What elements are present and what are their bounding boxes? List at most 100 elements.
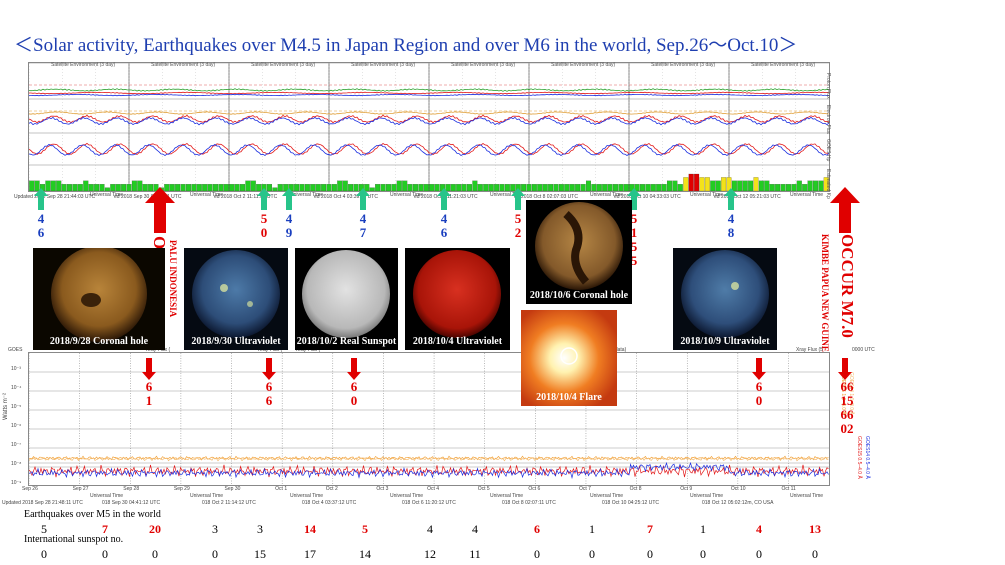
- kp-bar: [218, 184, 224, 191]
- kp-bar: [553, 184, 559, 191]
- xray-flux-panel: [28, 352, 830, 486]
- kp-bar: [677, 184, 683, 191]
- image-caption-2: 2018/9/30 Ultraviolet: [191, 336, 281, 347]
- earthquake-count: 1: [589, 522, 595, 536]
- kp-bar: [34, 180, 40, 191]
- panel-right-label: GOES Hp: [825, 139, 831, 162]
- sunspot-count: 0: [152, 547, 158, 561]
- japan-quake-digit: 6: [37, 225, 45, 240]
- kp-bar: [488, 184, 494, 191]
- kp-bar: [423, 184, 429, 191]
- kp-bar: [672, 180, 678, 191]
- kp-bar: [812, 180, 818, 191]
- kp-bar: [499, 184, 505, 191]
- panel-title: Satellite Environment (3 day): [451, 62, 516, 68]
- japan-quake-digit: 5: [630, 211, 638, 226]
- xray-date-label: Oct 6: [528, 486, 541, 492]
- kp-bar: [612, 184, 618, 191]
- panel-title: Satellite Environment (3 day): [51, 62, 116, 68]
- japan-quake-arrow: [257, 188, 271, 210]
- kp-bar: [575, 184, 581, 191]
- xray-universal-time: Universal Time: [190, 493, 224, 499]
- sunspot-count: 0: [534, 547, 540, 561]
- kp-bar: [569, 184, 575, 191]
- kp-bar: [699, 177, 705, 191]
- kp-bar: [396, 180, 402, 191]
- kp-bar: [94, 184, 100, 191]
- kp-bar: [591, 184, 597, 191]
- xray-date-label: Oct 2: [325, 486, 338, 492]
- sunspot-count: 12: [424, 547, 436, 561]
- japan-quake-arrow: [627, 188, 641, 210]
- kp-bar: [202, 184, 208, 191]
- kp-bar: [342, 180, 348, 191]
- panel-title: Satellite Environment (3 day): [651, 62, 716, 68]
- xray-ytick: 10⁻⁸: [11, 461, 22, 467]
- panel-title: Satellite Environment (3 day): [151, 62, 216, 68]
- earthquake-count: 20: [149, 522, 161, 536]
- kp-bar: [191, 184, 197, 191]
- xray-legend-entry: GOES14 0.5–4.0 Å: [864, 436, 870, 479]
- panel-right-label: Electron Flux: [825, 105, 831, 135]
- kp-bar: [229, 184, 235, 191]
- japan-quake-arrow: [356, 188, 370, 210]
- big-quake-2-place: KIMBE PAPUA NEW GUINEA: [820, 234, 830, 359]
- earthquake-count: 1: [700, 522, 706, 536]
- japan-quake-arrow: [511, 188, 525, 210]
- kp-bar: [737, 180, 743, 191]
- kp-bar: [137, 180, 143, 191]
- kp-bar: [196, 184, 202, 191]
- top-universal-time: Universal Time: [690, 192, 724, 198]
- kp-bar: [780, 184, 786, 191]
- top-updated-label: ed 2018 Oct 4 03:39:03 UTC: [314, 194, 378, 200]
- big-quake-2-text: OCCUR M7.0: [838, 234, 857, 338]
- kp-bar: [407, 184, 413, 191]
- image-caption-1: 2018/9/28 Coronal hole: [49, 336, 149, 347]
- image-real-sunspot-1002: 2018/10/2 Real Sunspot: [295, 248, 398, 350]
- kp-bar: [504, 184, 510, 191]
- xray-legend-entry: GOES15 0.5–4.0 Å: [856, 436, 862, 479]
- kp-bar: [818, 180, 824, 191]
- kp-bar: [758, 180, 764, 191]
- xray-updated-label: 018 Oct 12 05:02:12m, CO USA: [702, 500, 774, 506]
- earthquake-count: 7: [102, 522, 108, 536]
- top-updated-label: Updated 2018 Sep 28 21:44:03 UTC: [14, 194, 96, 200]
- kp-bar: [240, 184, 246, 191]
- top-updated-label: ed 2018 Oct 12 05:21:03 UTC: [714, 194, 781, 200]
- kp-bar: [683, 177, 689, 191]
- top-universal-time: Universal Time: [490, 192, 524, 198]
- world-quake-arrow: [142, 358, 156, 380]
- kp-bar: [807, 180, 813, 191]
- kp-bar: [304, 184, 310, 191]
- kp-bar: [548, 184, 554, 191]
- xray-date-label: Oct 8: [629, 486, 642, 492]
- earthquake-count: 3: [257, 522, 263, 536]
- xray-date-label: Oct 9: [680, 486, 693, 492]
- sunspot-count: 15: [254, 547, 266, 561]
- kp-bar: [461, 184, 467, 191]
- earthquake-count: 7: [647, 522, 653, 536]
- image-ultraviolet-1009: 2018/10/9 Ultraviolet: [673, 248, 777, 350]
- xray-universal-time: Universal Time: [290, 493, 324, 499]
- kp-bar: [375, 184, 381, 191]
- panel-title: Satellite Environment (3 day): [351, 62, 416, 68]
- image-caption-3: 2018/10/2 Real Sunspot: [296, 336, 397, 347]
- panel-title: Satellite Environment (3 day): [751, 62, 816, 68]
- kp-bar: [72, 184, 78, 191]
- xray-universal-time: Universal Time: [790, 493, 824, 499]
- sunspot-count: 14: [359, 547, 371, 561]
- kp-bar: [83, 180, 89, 191]
- kp-bar: [250, 180, 256, 191]
- kp-bar: [126, 184, 132, 191]
- panel-right-label: Proton Flux: [825, 73, 831, 99]
- world-quake-arrow: [347, 358, 361, 380]
- kp-bar: [731, 180, 737, 191]
- japan-quake-digit: 1: [630, 225, 638, 240]
- japan-quake-digit: 4: [37, 211, 45, 226]
